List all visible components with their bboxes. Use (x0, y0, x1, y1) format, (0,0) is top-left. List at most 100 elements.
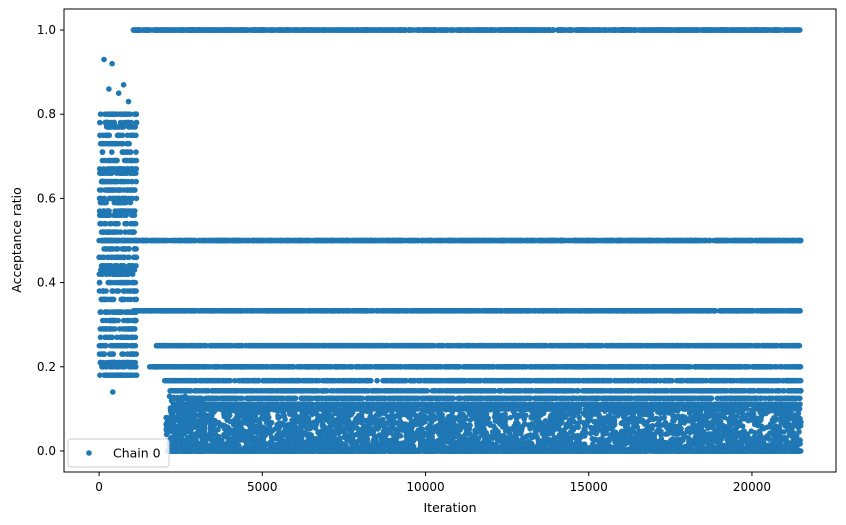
data-point (125, 246, 132, 252)
data-point (114, 124, 120, 130)
data-point (792, 27, 799, 33)
data-point (338, 27, 345, 33)
data-point (97, 132, 103, 139)
data-point (129, 334, 136, 341)
data-point (154, 308, 160, 314)
data-point (526, 308, 532, 314)
data-point (719, 308, 725, 314)
data-point (117, 166, 124, 172)
data-point (428, 308, 434, 314)
data-point (431, 27, 438, 33)
data-point (712, 308, 719, 314)
data-point (156, 237, 163, 244)
data-point (741, 308, 748, 314)
data-point (284, 27, 291, 33)
data-point (585, 27, 592, 33)
data-point (120, 195, 127, 202)
data-point (676, 308, 683, 314)
data-point (112, 263, 119, 269)
data-point (119, 342, 126, 349)
data-point (266, 237, 273, 244)
data-point (118, 263, 124, 269)
data-point (591, 308, 598, 314)
data-point (558, 308, 565, 314)
data-point (715, 237, 722, 244)
data-point (133, 119, 140, 126)
data-point (116, 309, 122, 315)
data-point (320, 237, 326, 244)
data-point (109, 288, 116, 294)
data-point (132, 220, 139, 227)
data-point (276, 27, 283, 33)
data-point (102, 309, 109, 315)
data-point (663, 308, 669, 314)
data-point (514, 308, 520, 314)
data-point (128, 166, 134, 172)
data-point (129, 372, 136, 379)
data-point (205, 237, 212, 244)
data-point (96, 279, 103, 286)
data-point (707, 237, 713, 244)
data-point (264, 308, 270, 314)
data-point (322, 27, 328, 33)
data-point (140, 308, 147, 314)
data-point (111, 279, 117, 286)
data-point (97, 140, 104, 147)
data-point (105, 119, 111, 126)
data-point (747, 308, 753, 314)
data-point (119, 199, 125, 206)
data-point (126, 124, 133, 130)
data-point (125, 372, 132, 379)
data-point (107, 351, 114, 357)
data-point (120, 246, 126, 252)
data-point (637, 27, 644, 33)
data-point (99, 157, 106, 164)
data-point (100, 288, 107, 294)
data-point (108, 220, 115, 227)
data-point (251, 308, 257, 314)
data-point (133, 296, 139, 303)
data-point (133, 195, 140, 202)
data-point (695, 237, 701, 244)
data-point (128, 119, 135, 126)
data-point (117, 111, 123, 117)
data-point (127, 170, 134, 176)
data-point (293, 27, 300, 33)
data-point (141, 27, 148, 33)
data-point (293, 237, 300, 244)
data-point (531, 308, 538, 314)
data-point (109, 178, 116, 185)
data-point (687, 237, 694, 244)
data-point (99, 364, 105, 370)
data-point (100, 237, 106, 244)
data-point (103, 364, 110, 370)
data-point (97, 334, 104, 341)
data-point (572, 308, 579, 314)
data-point (131, 27, 137, 33)
data-point (111, 359, 117, 366)
data-point (495, 308, 501, 314)
data-point (688, 308, 695, 314)
data-point (726, 27, 733, 33)
data-point (111, 267, 118, 273)
data-point (107, 364, 114, 370)
data-point (581, 308, 588, 314)
data-point (342, 308, 349, 314)
data-point (109, 140, 116, 147)
data-point (693, 27, 699, 33)
data-point (501, 27, 508, 33)
data-point (106, 212, 112, 218)
data-point (232, 237, 238, 244)
data-point (97, 119, 103, 126)
data-point (756, 237, 763, 244)
data-point (416, 237, 422, 244)
data-point (323, 308, 330, 314)
data-point (132, 111, 139, 117)
data-point (623, 308, 630, 314)
data-point (654, 237, 661, 244)
data-point (98, 309, 104, 315)
data-point (119, 364, 125, 370)
data-point (628, 308, 635, 314)
data-point (134, 237, 140, 244)
data-point (485, 27, 492, 33)
